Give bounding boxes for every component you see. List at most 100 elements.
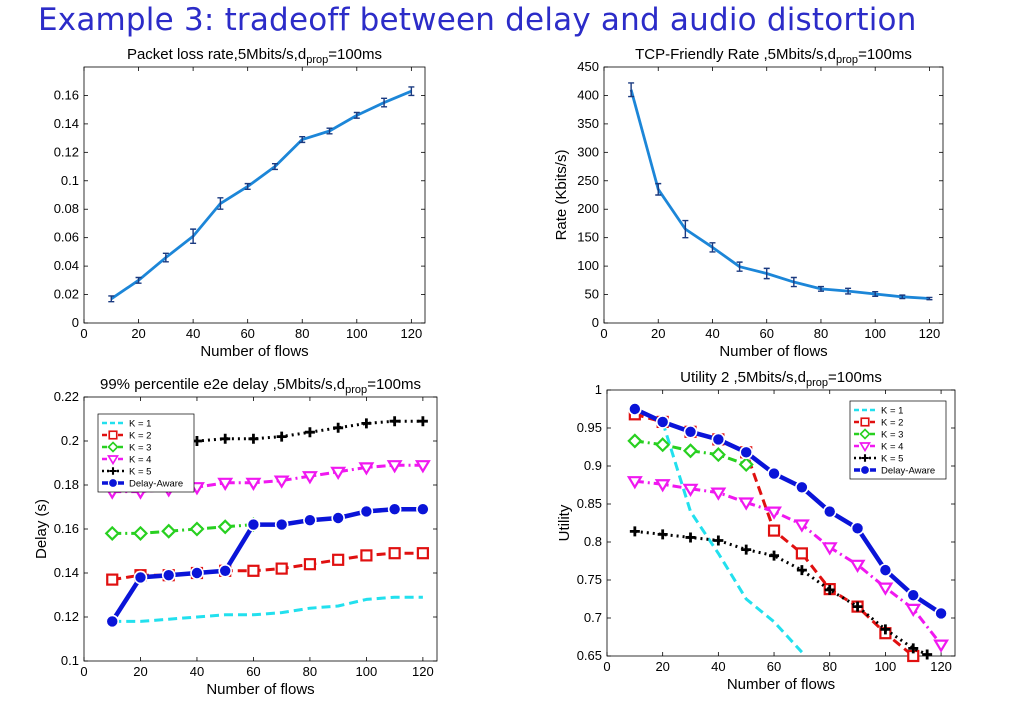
- y-tick-label: 0.7: [584, 610, 602, 625]
- data-point: [880, 624, 891, 635]
- x-tick-label: 60: [240, 326, 254, 341]
- data-point: [105, 614, 120, 629]
- data-point: [247, 564, 260, 577]
- chart-title: TCP-Friendly Rate ,5Mbits/s,dprop=100ms: [635, 46, 912, 66]
- series-k-3: [104, 517, 261, 541]
- error-bar: [790, 276, 797, 288]
- error-bar: [299, 135, 306, 144]
- data-point: [628, 402, 642, 416]
- data-point: [905, 603, 922, 618]
- legend-marker: [859, 464, 871, 476]
- data-point: [109, 467, 117, 475]
- series-k-3: [627, 433, 754, 473]
- data-point: [416, 502, 430, 516]
- data-point: [795, 547, 808, 560]
- series-line: [634, 529, 928, 656]
- data-point: [333, 422, 344, 433]
- y-tick-label: 0.04: [54, 258, 79, 273]
- error-bar: [655, 182, 662, 196]
- legend-marker: [107, 455, 119, 466]
- data-point: [275, 562, 288, 575]
- y-tick-label: 150: [577, 230, 599, 245]
- data-point: [107, 455, 119, 466]
- data-point: [245, 477, 262, 491]
- data-point: [276, 431, 287, 442]
- data-point: [629, 526, 640, 537]
- x-tick-label: 40: [711, 659, 725, 674]
- chart-title: Utility 2 ,5Mbits/s,dprop=100ms: [680, 369, 882, 389]
- data-point: [332, 553, 345, 566]
- data-point: [710, 487, 727, 501]
- data-point: [217, 477, 234, 491]
- data-point: [934, 606, 948, 621]
- legend-marker: [108, 430, 118, 440]
- data-point: [849, 559, 866, 573]
- series-line: [661, 421, 803, 654]
- legend-marker: [860, 417, 870, 427]
- error-bar: [217, 197, 224, 210]
- legend-label: Delay-Aware: [129, 479, 183, 490]
- data-point: [388, 547, 401, 560]
- x-axis-label: Number of flows: [727, 676, 835, 693]
- legend-label: K = 5: [881, 454, 903, 465]
- x-tick-label: 0: [80, 326, 87, 341]
- x-tick-label: 20: [131, 326, 145, 341]
- legend-marker: [861, 454, 869, 462]
- data-point: [626, 476, 643, 490]
- legend-label: K = 3: [881, 430, 903, 441]
- data-point: [683, 424, 698, 439]
- legend-label: K = 2: [129, 431, 151, 442]
- data-point: [331, 511, 345, 525]
- data-point: [361, 418, 372, 429]
- data-point: [217, 519, 233, 535]
- y-axis-label: Utility: [556, 504, 573, 541]
- data-point: [922, 649, 933, 660]
- chart-tcp-rate: 0 20 40 60 80 100 120 0 50 100 150 200 250 300 350 400 4…: [553, 46, 944, 360]
- error-bar: [709, 242, 716, 253]
- data-point: [360, 549, 373, 562]
- data-point: [859, 428, 871, 440]
- data-point: [821, 542, 838, 556]
- data-point: [795, 480, 809, 495]
- y-tick-label: 0.85: [577, 496, 602, 511]
- data-point: [861, 454, 869, 462]
- data-point: [741, 544, 752, 555]
- data-point: [386, 460, 403, 474]
- data-point: [824, 584, 835, 595]
- data-point: [769, 550, 780, 561]
- data-point: [301, 471, 318, 485]
- data-point: [104, 525, 120, 541]
- x-tick-label: 80: [814, 326, 828, 341]
- legend-label: K = 4: [129, 455, 151, 466]
- data-point: [274, 517, 289, 532]
- legend-marker: [859, 428, 871, 440]
- x-tick-label: 0: [80, 664, 87, 679]
- series-delay-aware: [628, 402, 948, 621]
- data-point: [767, 524, 781, 537]
- x-axis-label: Number of flows: [719, 343, 827, 360]
- data-point: [246, 517, 261, 532]
- error-bar: [682, 219, 689, 239]
- error-bar: [817, 285, 824, 292]
- x-tick-label: 80: [303, 664, 317, 679]
- y-tick-label: 350: [577, 116, 599, 131]
- y-axis-label: Rate (Kbits/s): [553, 150, 570, 241]
- y-tick-label: 0.95: [577, 420, 602, 435]
- data-point: [303, 513, 317, 527]
- data-point: [738, 497, 755, 511]
- data-point: [933, 639, 950, 653]
- data-point: [796, 565, 807, 576]
- legend-label: K = 1: [129, 419, 151, 430]
- error-bar: [135, 276, 142, 284]
- data-point: [766, 506, 782, 520]
- series-line: [112, 595, 423, 623]
- data-point: [859, 464, 871, 476]
- x-tick-label: 20: [655, 659, 669, 674]
- data-point: [850, 521, 865, 536]
- data-point: [710, 447, 726, 463]
- chart-title: 99% percentile e2e delay ,5Mbits/s,dprop…: [100, 376, 421, 396]
- data-point: [908, 643, 919, 654]
- x-tick-label: 100: [875, 659, 897, 674]
- legend-label: K = 2: [881, 418, 903, 429]
- legend-marker: [107, 477, 119, 489]
